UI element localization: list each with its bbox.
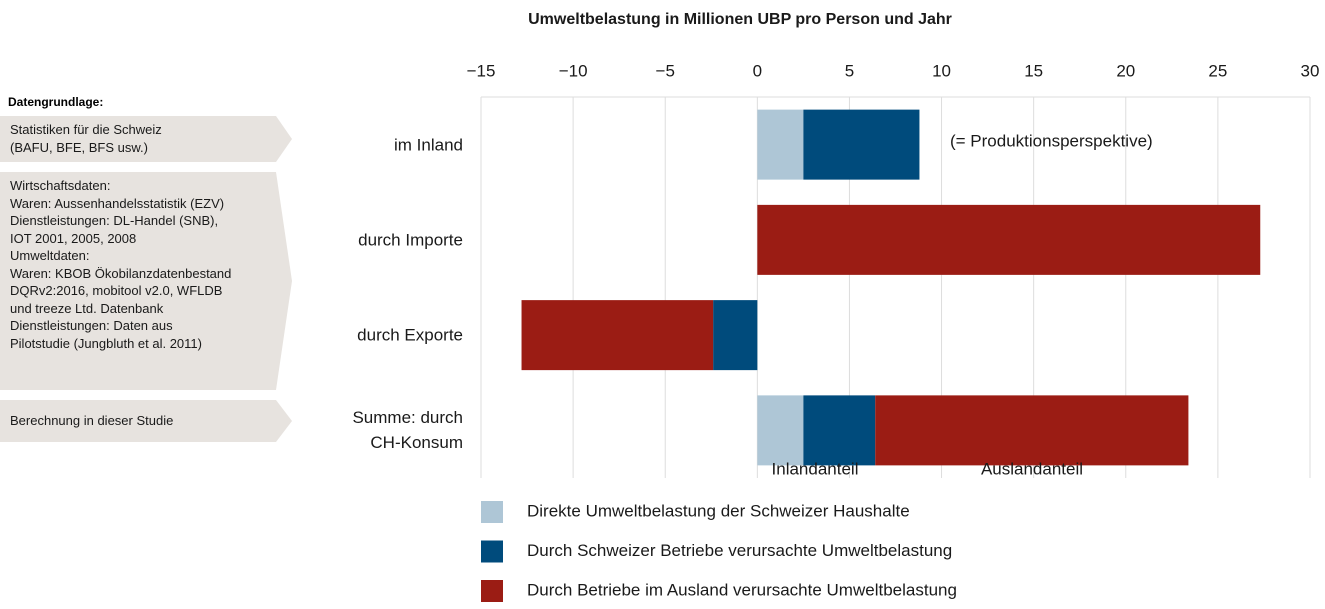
legend-swatch — [481, 540, 503, 563]
x-tick-label: −5 — [656, 61, 675, 80]
x-tick-label: −15 — [467, 61, 496, 80]
chart-title: Umweltbelastung in Millionen UBP pro Per… — [528, 11, 952, 28]
annotation: (= Produktionsperspektive) — [950, 131, 1153, 150]
x-tick-label: 30 — [1301, 61, 1320, 80]
legend-swatch — [481, 580, 503, 602]
bar — [803, 395, 876, 466]
x-tick-label: 20 — [1116, 61, 1135, 80]
bar — [803, 109, 920, 180]
legend-swatch — [481, 501, 503, 523]
legend-label: Durch Schweizer Betriebe verursachte Umw… — [527, 541, 952, 560]
source-box: Statistiken für die Schweiz (BAFU, BFE, … — [0, 116, 292, 162]
x-tick-label: 0 — [753, 61, 762, 80]
legend-label: Durch Betriebe im Ausland verursachte Um… — [527, 580, 957, 599]
source-box: Berechnung in dieser Studie — [0, 400, 292, 442]
category-label: durch Importe — [358, 230, 463, 250]
annotation: Inlandanteil — [772, 459, 859, 478]
x-tick-label: 15 — [1024, 61, 1043, 80]
bar — [757, 109, 804, 180]
x-tick-label: −10 — [559, 61, 588, 80]
x-tick-label: 25 — [1208, 61, 1227, 80]
bar — [521, 300, 714, 371]
category-label: im Inland — [394, 135, 463, 155]
category-label: durch Exporte — [357, 325, 463, 345]
annotation: Auslandanteil — [981, 459, 1083, 478]
bar — [757, 204, 1261, 275]
bar — [757, 395, 804, 466]
bar — [875, 395, 1189, 466]
x-tick-label: 5 — [845, 61, 854, 80]
source-box: Wirtschaftsdaten: Waren: Aussenhandelsst… — [0, 172, 292, 390]
legend-label: Direkte Umweltbelastung der Schweizer Ha… — [527, 501, 910, 520]
category-label: Summe: durch CH-Konsum — [352, 408, 463, 453]
panel-heading: Datengrundlage: — [8, 95, 104, 109]
bar — [713, 300, 758, 371]
x-tick-label: 10 — [932, 61, 951, 80]
